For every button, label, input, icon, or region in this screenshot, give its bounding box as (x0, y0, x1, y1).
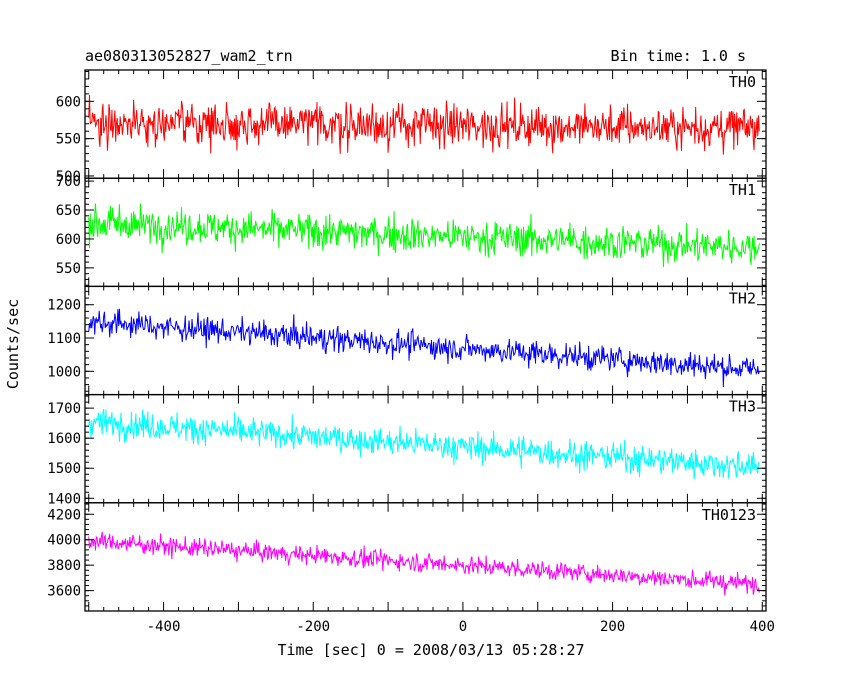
panel-th1: 550 600 650 700 TH1 (56, 174, 767, 288)
y-tick-label: 1400 (47, 491, 81, 507)
series-line-th0 (88, 94, 760, 155)
y-tick-label: 4200 (47, 507, 81, 523)
x-tick-label: -400 (147, 619, 181, 635)
panels: 500 550 600 TH0 550 600 650 700 TH1 1000 1100 1200 T… (47, 69, 767, 612)
y-tick-label: 4000 (47, 533, 81, 549)
series-line-th2 (88, 308, 760, 387)
series-line-th0123 (88, 531, 760, 596)
panel-th0123: 3600 3800 4000 4200 TH0123 (47, 502, 767, 612)
y-tick-label: 1700 (47, 401, 81, 417)
y-tick-label: 650 (56, 203, 81, 219)
series-line-th3 (88, 408, 760, 480)
y-tick-label: 600 (56, 232, 81, 248)
y-tick-label: 550 (56, 261, 81, 277)
x-tick-label: 200 (600, 619, 625, 635)
y-tick-label: 600 (56, 94, 81, 110)
x-axis: -400 -200 0 200 400 (147, 619, 775, 635)
panel-label: TH0 (729, 73, 756, 91)
panel-label: TH3 (729, 398, 756, 416)
y-tick-label: 700 (56, 174, 81, 190)
panel-label: TH2 (729, 289, 756, 307)
x-tick-label: -200 (296, 619, 330, 635)
y-tick-label: 3800 (47, 558, 81, 574)
panel-frame (84, 285, 767, 396)
y-tick-label: 1200 (47, 298, 81, 314)
y-tick-label: 500 (56, 169, 81, 185)
x-tick-label: 0 (459, 619, 467, 635)
y-tick-label: 1000 (47, 364, 81, 380)
panel-th2: 1000 1100 1200 TH2 (47, 285, 767, 396)
y-tick-label: 1100 (47, 331, 81, 347)
y-tick-label: 3600 (47, 584, 81, 600)
y-tick-label: 1600 (47, 431, 81, 447)
panel-label: TH0123 (702, 506, 756, 524)
panel-th3: 1400 1500 1600 1700 TH3 (47, 393, 767, 507)
y-axis-label: Counts/sec (4, 299, 22, 389)
x-axis-label: Time [sec] 0 = 2008/03/13 05:28:27 (277, 641, 584, 659)
chart-title: ae080313052827_wam2_trn (85, 47, 293, 65)
y-tick-label: 550 (56, 132, 81, 148)
x-tick-label: 400 (750, 619, 775, 635)
y-tick-label: 1500 (47, 461, 81, 477)
panel-th0: 500 550 600 TH0 (56, 69, 767, 185)
panel-frame (84, 502, 767, 612)
series-line-th1 (88, 203, 760, 267)
panel-label: TH1 (729, 181, 756, 199)
bin-time-label: Bin time: 1.0 s (611, 47, 746, 65)
